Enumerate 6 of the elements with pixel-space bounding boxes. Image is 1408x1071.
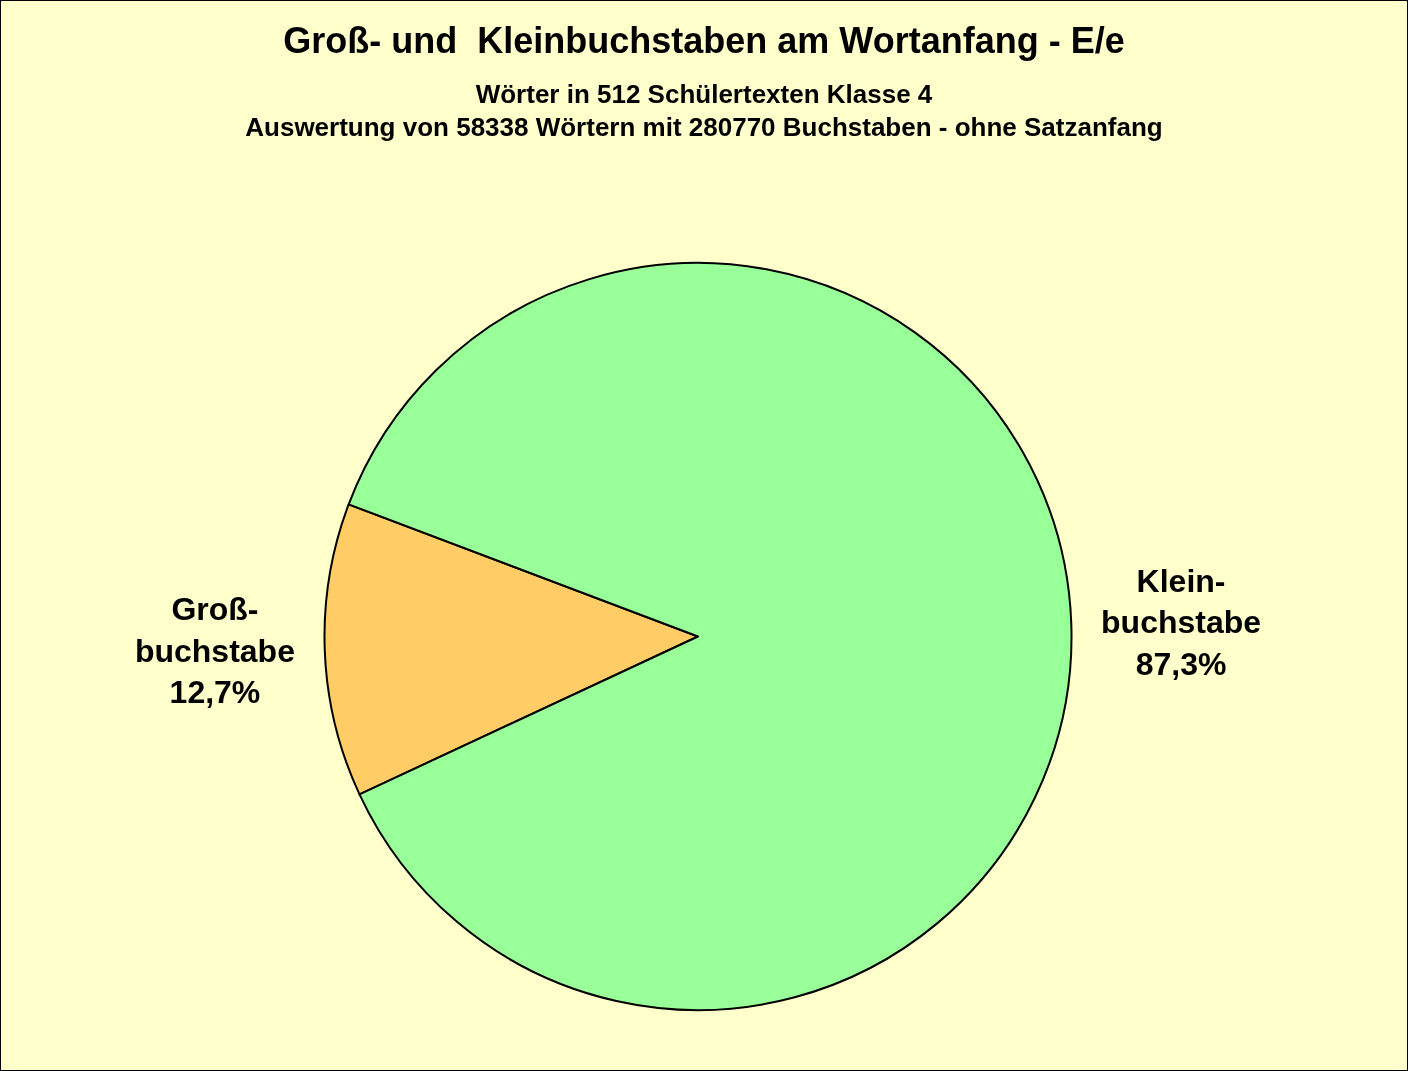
chart-title: Groß- und Kleinbuchstaben am Wortanfang - E/e — [283, 19, 1125, 61]
slice-label: Groß- buchstabe — [134, 590, 295, 669]
data-label: 87,3% — [1135, 646, 1227, 683]
data-label: 12,7% — [169, 674, 261, 711]
chart-subtitle: Wörter in 512 Schülertexten Klasse 4 Auswertung von 58338 Wörtern mit 280770 Buchstaben - ohne Satzanfang — [245, 78, 1163, 143]
slice-label: Klein- buchstabe — [1101, 562, 1262, 641]
